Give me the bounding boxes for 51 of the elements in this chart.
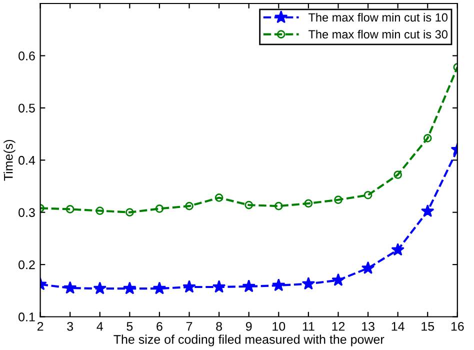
point bbox=[96, 206, 104, 215]
legend-label: The max flow min cut is 30 bbox=[308, 30, 448, 39]
x-tick-label: 10 bbox=[272, 322, 286, 331]
y-tick-label: 0.4 bbox=[18, 156, 36, 165]
x-tick-label: 16 bbox=[451, 322, 464, 331]
point bbox=[126, 208, 134, 216]
point bbox=[302, 276, 316, 290]
point bbox=[272, 278, 286, 292]
y-tick-label: 0.3 bbox=[18, 208, 35, 217]
x-tick-label: 12 bbox=[332, 322, 345, 331]
point bbox=[274, 202, 283, 210]
point bbox=[304, 199, 313, 208]
point bbox=[212, 280, 226, 293]
x-axis-title: The size of coding filed measured with the power bbox=[114, 334, 384, 346]
point bbox=[182, 280, 196, 293]
point bbox=[244, 200, 254, 210]
point bbox=[394, 170, 402, 179]
point bbox=[214, 194, 224, 202]
point bbox=[185, 202, 194, 210]
x-tick-label: 3 bbox=[67, 322, 74, 331]
x-tick-label: 5 bbox=[126, 322, 133, 331]
x-tick-label: 14 bbox=[392, 322, 404, 331]
y-tick-label: 0.1 bbox=[18, 312, 35, 322]
point bbox=[123, 282, 136, 294]
point bbox=[66, 205, 74, 214]
x-tick-label: 15 bbox=[422, 322, 434, 331]
y-tick-label: 0.6 bbox=[18, 52, 35, 60]
point bbox=[242, 280, 256, 292]
x-tick-label: 13 bbox=[362, 322, 374, 331]
point bbox=[152, 282, 166, 294]
x-tick-label: 11 bbox=[302, 322, 314, 331]
point bbox=[155, 204, 164, 213]
x-tick-label: 7 bbox=[186, 322, 192, 331]
point bbox=[93, 282, 107, 294]
point bbox=[391, 242, 404, 256]
point bbox=[332, 273, 345, 286]
point bbox=[63, 281, 77, 294]
point bbox=[361, 261, 375, 274]
y-axis-title: Time(s) bbox=[4, 140, 16, 181]
x-tick-label: 6 bbox=[156, 322, 162, 331]
x-tick-label: 2 bbox=[37, 322, 44, 331]
y-tick-label: 0.2 bbox=[18, 260, 35, 270]
legend-label: The max flow min cut is 10 bbox=[308, 12, 448, 22]
x-tick-label: 9 bbox=[246, 322, 252, 331]
point bbox=[423, 134, 432, 142]
point bbox=[420, 204, 434, 218]
x-tick-label: 4 bbox=[96, 322, 103, 331]
point bbox=[334, 196, 342, 204]
point bbox=[364, 190, 372, 200]
x-tick-label: 8 bbox=[216, 322, 222, 331]
y-tick-label: 0.5 bbox=[18, 104, 35, 113]
